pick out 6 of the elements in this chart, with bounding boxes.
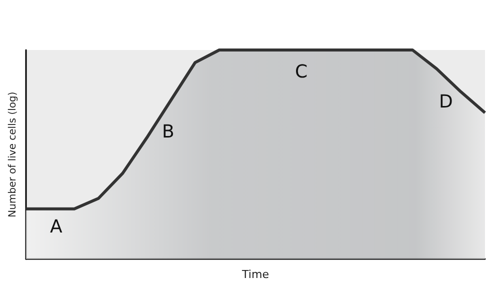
annotation: C [295,62,308,82]
y-axis-title: Number of live cells (log) [8,92,18,218]
annotation: B [162,122,174,142]
x-axis-title: Time [241,268,270,281]
annotation: D [439,92,453,112]
annotation: A [50,216,63,238]
